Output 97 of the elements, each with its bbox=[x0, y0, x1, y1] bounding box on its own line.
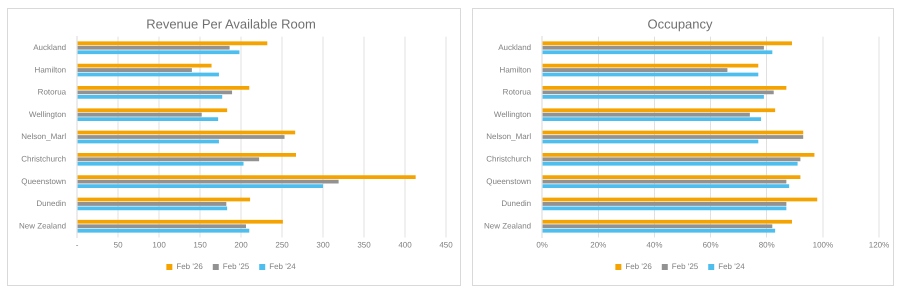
bar bbox=[78, 130, 296, 134]
bar bbox=[542, 90, 774, 94]
legend-label: Feb '25 bbox=[672, 262, 699, 272]
bar bbox=[542, 206, 786, 210]
bar bbox=[542, 130, 804, 134]
y-tick-label: New Zealand bbox=[484, 221, 532, 230]
bar bbox=[542, 94, 764, 99]
bar bbox=[542, 202, 786, 206]
bar bbox=[78, 175, 416, 180]
bar bbox=[542, 220, 792, 224]
bar bbox=[542, 180, 786, 184]
x-tick-label: 350 bbox=[357, 240, 372, 250]
bar bbox=[78, 90, 232, 94]
bar bbox=[542, 162, 798, 166]
legend-label: Feb '24 bbox=[718, 262, 746, 272]
x-tick-label: 100% bbox=[812, 240, 834, 250]
bar bbox=[542, 108, 776, 112]
bar bbox=[78, 41, 268, 46]
bar bbox=[542, 135, 804, 139]
bar bbox=[78, 152, 296, 157]
bar bbox=[78, 135, 285, 139]
bar bbox=[542, 64, 758, 68]
bar bbox=[78, 68, 192, 72]
x-tick-label: 200 bbox=[234, 240, 248, 250]
x-tick-label: 0% bbox=[536, 240, 548, 250]
bar bbox=[542, 112, 750, 117]
y-tick-label: Hamilton bbox=[34, 65, 66, 74]
legend-label: Feb '26 bbox=[176, 262, 204, 272]
y-tick-label: Dunedin bbox=[36, 199, 66, 208]
bar bbox=[78, 228, 250, 233]
y-tick-label: Nelson_Marl bbox=[21, 132, 66, 142]
bar bbox=[542, 117, 762, 122]
bar bbox=[78, 220, 283, 224]
x-tick-label: 50 bbox=[114, 240, 124, 250]
y-tick-label: Wellington bbox=[494, 110, 532, 119]
x-tick-label: 80% bbox=[758, 240, 775, 250]
bar bbox=[542, 68, 728, 72]
bar bbox=[542, 72, 758, 76]
bar bbox=[542, 184, 790, 188]
y-tick-label: Queenstown bbox=[21, 176, 66, 186]
y-tick-label: Nelson_Marl bbox=[486, 132, 532, 142]
bar bbox=[78, 64, 212, 68]
chart-title: Occupancy bbox=[647, 16, 714, 32]
x-tick-label: 250 bbox=[275, 240, 290, 250]
y-tick-label: New Zealand bbox=[18, 221, 66, 230]
bar bbox=[78, 180, 339, 184]
x-tick-label: - bbox=[76, 240, 79, 250]
bar bbox=[542, 198, 818, 202]
x-tick-label: 120% bbox=[868, 240, 890, 250]
x-tick-label: 150 bbox=[193, 240, 208, 250]
bar bbox=[542, 41, 792, 46]
bar bbox=[78, 46, 230, 50]
bar bbox=[542, 46, 764, 50]
bar bbox=[78, 206, 228, 210]
x-tick-label: 20% bbox=[590, 240, 606, 250]
legend-label: Feb '26 bbox=[625, 262, 652, 272]
bar bbox=[78, 117, 218, 122]
bar bbox=[78, 140, 219, 144]
bar bbox=[78, 112, 202, 117]
bar bbox=[78, 162, 244, 166]
bar bbox=[542, 175, 800, 180]
x-tick-label: 300 bbox=[316, 240, 330, 250]
bar bbox=[542, 152, 814, 157]
y-tick-label: Wellington bbox=[28, 110, 66, 119]
chart-title: Revenue Per Available Room bbox=[146, 16, 316, 32]
x-tick-label: 60% bbox=[702, 240, 719, 250]
bar bbox=[78, 94, 222, 99]
y-tick-label: Hamilton bbox=[500, 65, 532, 74]
legend-label: Feb '25 bbox=[222, 262, 250, 272]
y-tick-label: Auckland bbox=[498, 42, 532, 52]
bar bbox=[78, 198, 250, 202]
bar bbox=[78, 50, 240, 54]
bar bbox=[78, 202, 226, 206]
y-tick-label: Christchurch bbox=[486, 154, 532, 164]
bar bbox=[542, 50, 772, 54]
bar bbox=[78, 108, 228, 112]
y-tick-label: Christchurch bbox=[21, 154, 66, 164]
x-tick-label: 450 bbox=[439, 240, 454, 250]
bar bbox=[78, 224, 246, 228]
y-tick-label: Queenstown bbox=[486, 176, 532, 186]
bar bbox=[78, 184, 324, 188]
bar bbox=[542, 224, 772, 228]
x-tick-label: 400 bbox=[398, 240, 412, 250]
legend-label: Feb '24 bbox=[269, 262, 296, 272]
bar bbox=[78, 157, 260, 162]
bar bbox=[542, 140, 758, 144]
bar bbox=[78, 86, 250, 90]
y-tick-label: Rotorua bbox=[502, 88, 532, 97]
y-tick-label: Auckland bbox=[33, 42, 66, 52]
x-tick-label: 40% bbox=[646, 240, 662, 250]
x-tick-label: 100 bbox=[152, 240, 166, 250]
bar bbox=[78, 72, 219, 76]
bar bbox=[542, 86, 786, 90]
y-tick-label: Dunedin bbox=[501, 199, 532, 208]
bar bbox=[542, 228, 776, 233]
y-tick-label: Rotorua bbox=[38, 88, 67, 97]
bar bbox=[542, 157, 800, 162]
